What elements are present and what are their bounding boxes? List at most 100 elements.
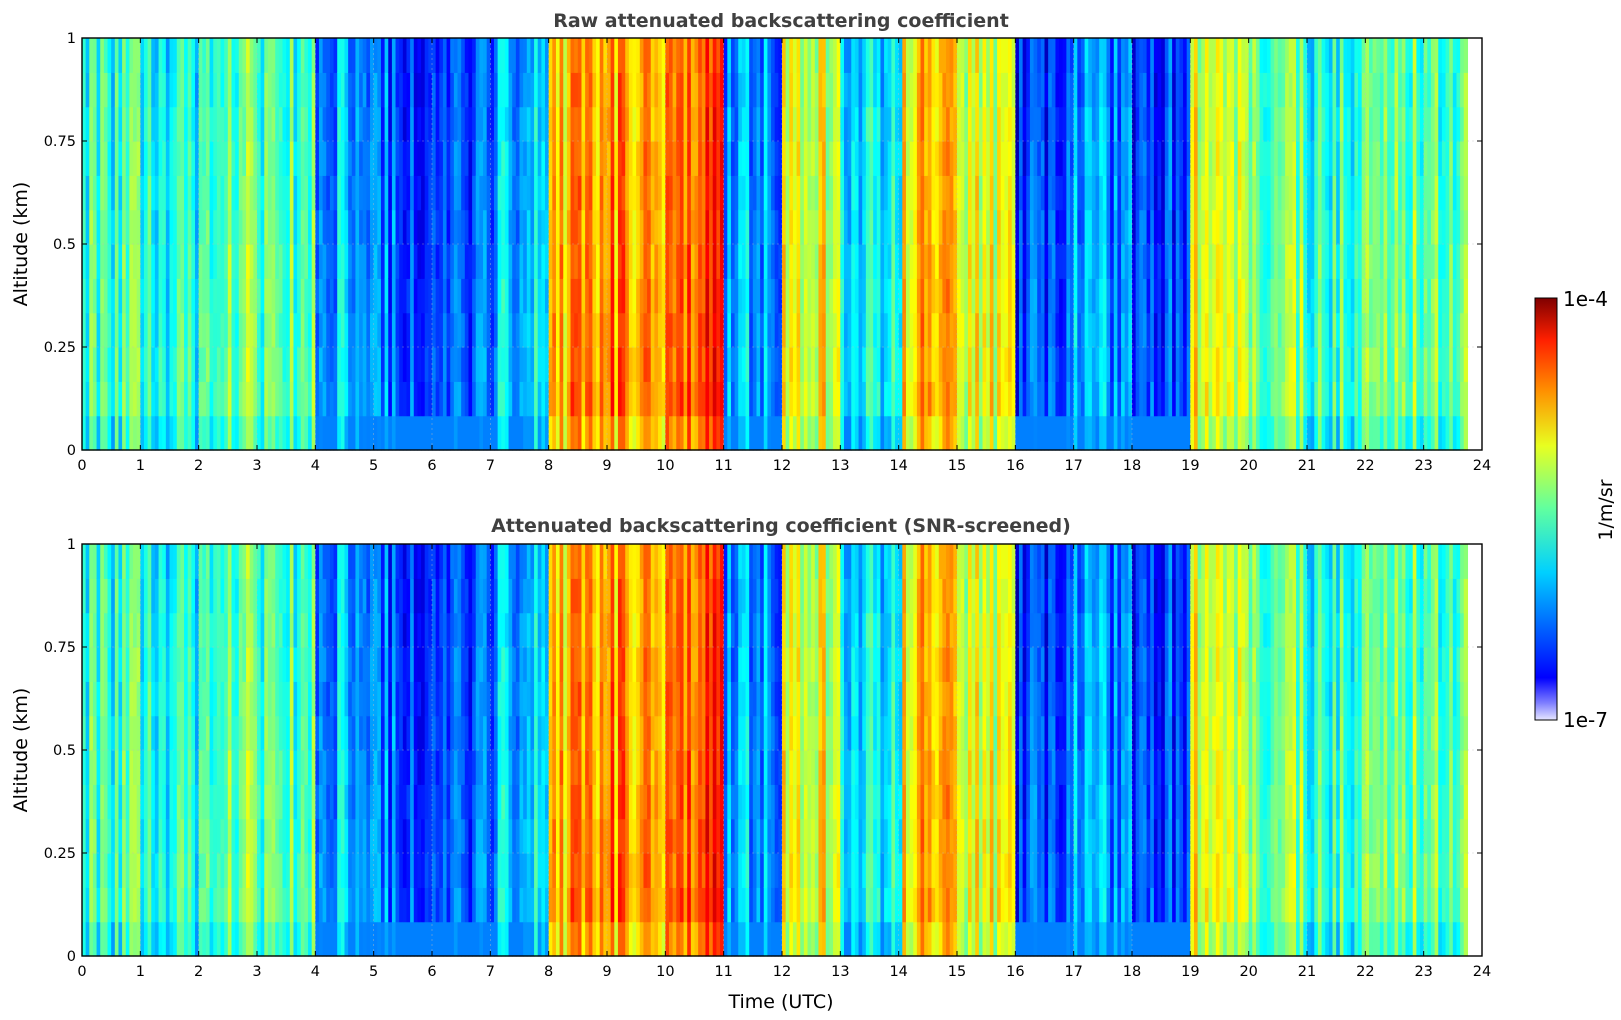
heatmap-cell [902,312,907,348]
heatmap-cell [421,141,426,176]
heatmap-cell [169,312,174,348]
heatmap-cell [413,278,419,314]
heatmap-cell [924,381,929,417]
heatmap-cell [1325,72,1330,108]
heatmap-cell [559,106,564,142]
heatmap-cell [187,278,192,314]
heatmap-cell [643,312,648,348]
heatmap-cell [1004,72,1009,108]
heatmap-cell [1091,381,1097,417]
heatmap-cell [286,72,291,108]
heatmap-cell [1062,106,1067,142]
heatmap-cell [741,141,747,176]
heatmap-cell [887,175,892,211]
heatmap-cell [570,312,575,348]
heatmap-cell [1142,347,1148,382]
heatmap-cell [118,715,123,751]
heatmap-cell [89,715,94,751]
heatmap-cell [417,312,422,348]
heatmap-cell [260,106,265,142]
heatmap-cell [122,784,127,820]
heatmap-cell [362,415,367,451]
heatmap-cell [1296,415,1301,451]
heatmap-cell [1004,347,1009,382]
heatmap-cell [114,921,120,957]
heatmap-cell [450,347,455,382]
heatmap-cell [136,544,141,579]
heatmap-cell [308,244,313,279]
heatmap-cell [1110,347,1115,382]
heatmap-cell [508,347,513,382]
heatmap-cell [311,72,316,108]
heatmap-cell [869,381,874,417]
heatmap-cell [92,544,98,579]
heatmap-cell [442,312,448,348]
heatmap-cell [176,141,182,176]
panel-raw-x-ticks: 0 1 2 3 4 5 6 7 8 9 10 11 12 13 14 15 16 17 18 19 20 21 22 23 24 [77,38,1491,474]
heatmap-cell [198,209,203,245]
heatmap-cell [483,244,488,279]
heatmap-cell [1336,381,1341,417]
heatmap-cell [1183,72,1188,108]
heatmap-cell [370,347,375,382]
heatmap-cell [1401,244,1407,279]
heatmap-cell [213,106,218,142]
heatmap-cell [1183,244,1188,279]
heatmap-cell [282,141,287,176]
heatmap-cell [1420,38,1425,73]
heatmap-cell [570,106,575,142]
heatmap-cell [829,415,834,451]
heatmap-cell [1394,106,1399,142]
heatmap-cell [931,312,936,348]
heatmap-cell [111,784,116,820]
heatmap-cell [432,72,437,108]
heatmap-cell [716,72,721,108]
heatmap-cell [1022,175,1027,211]
heatmap-cell [854,175,860,211]
heatmap-cell [337,415,342,451]
heatmap-cell [847,38,852,73]
heatmap-cell [96,209,101,245]
heatmap-cell [169,72,174,108]
heatmap-cell [1204,278,1210,314]
heatmap-cell [515,278,521,314]
heatmap-cell [957,347,962,382]
heatmap-cell [920,141,925,176]
heatmap-cell [439,415,444,451]
heatmap-cell [1070,38,1075,73]
heatmap-cell [1201,244,1206,279]
heatmap-cell [340,72,346,108]
heatmap-cell [85,106,90,142]
heatmap-cell [344,347,349,382]
heatmap-cell [169,887,174,923]
heatmap-cell [1164,38,1170,73]
heatmap-cell [1044,244,1049,279]
heatmap-cell [1018,381,1024,417]
heatmap-cell [1073,347,1078,382]
heatmap-cell [851,415,856,451]
heatmap-cell [537,141,542,176]
heatmap-cell [1427,244,1432,279]
heatmap-cell [89,647,94,682]
heatmap-cell [767,244,772,279]
heatmap-cell [475,209,480,245]
heatmap-cell [752,141,758,176]
heatmap-cell [1008,381,1013,417]
heatmap-cell [191,415,196,451]
heatmap-cell [140,347,145,382]
heatmap-cell [1420,141,1425,176]
heatmap-cell [96,715,101,751]
heatmap-cell [986,312,991,348]
heatmap-cell [628,141,634,176]
heatmap-cell [654,347,659,382]
heatmap-cell [504,38,510,73]
heatmap-cell [898,278,903,314]
heatmap-cell [85,312,90,348]
heatmap-cell [1441,278,1447,314]
heatmap-cell [293,278,298,314]
heatmap-cell [242,415,247,451]
heatmap-cell [435,209,440,245]
heatmap-cell [552,278,557,314]
heatmap-cell [873,415,878,451]
heatmap-cell [1332,244,1337,279]
